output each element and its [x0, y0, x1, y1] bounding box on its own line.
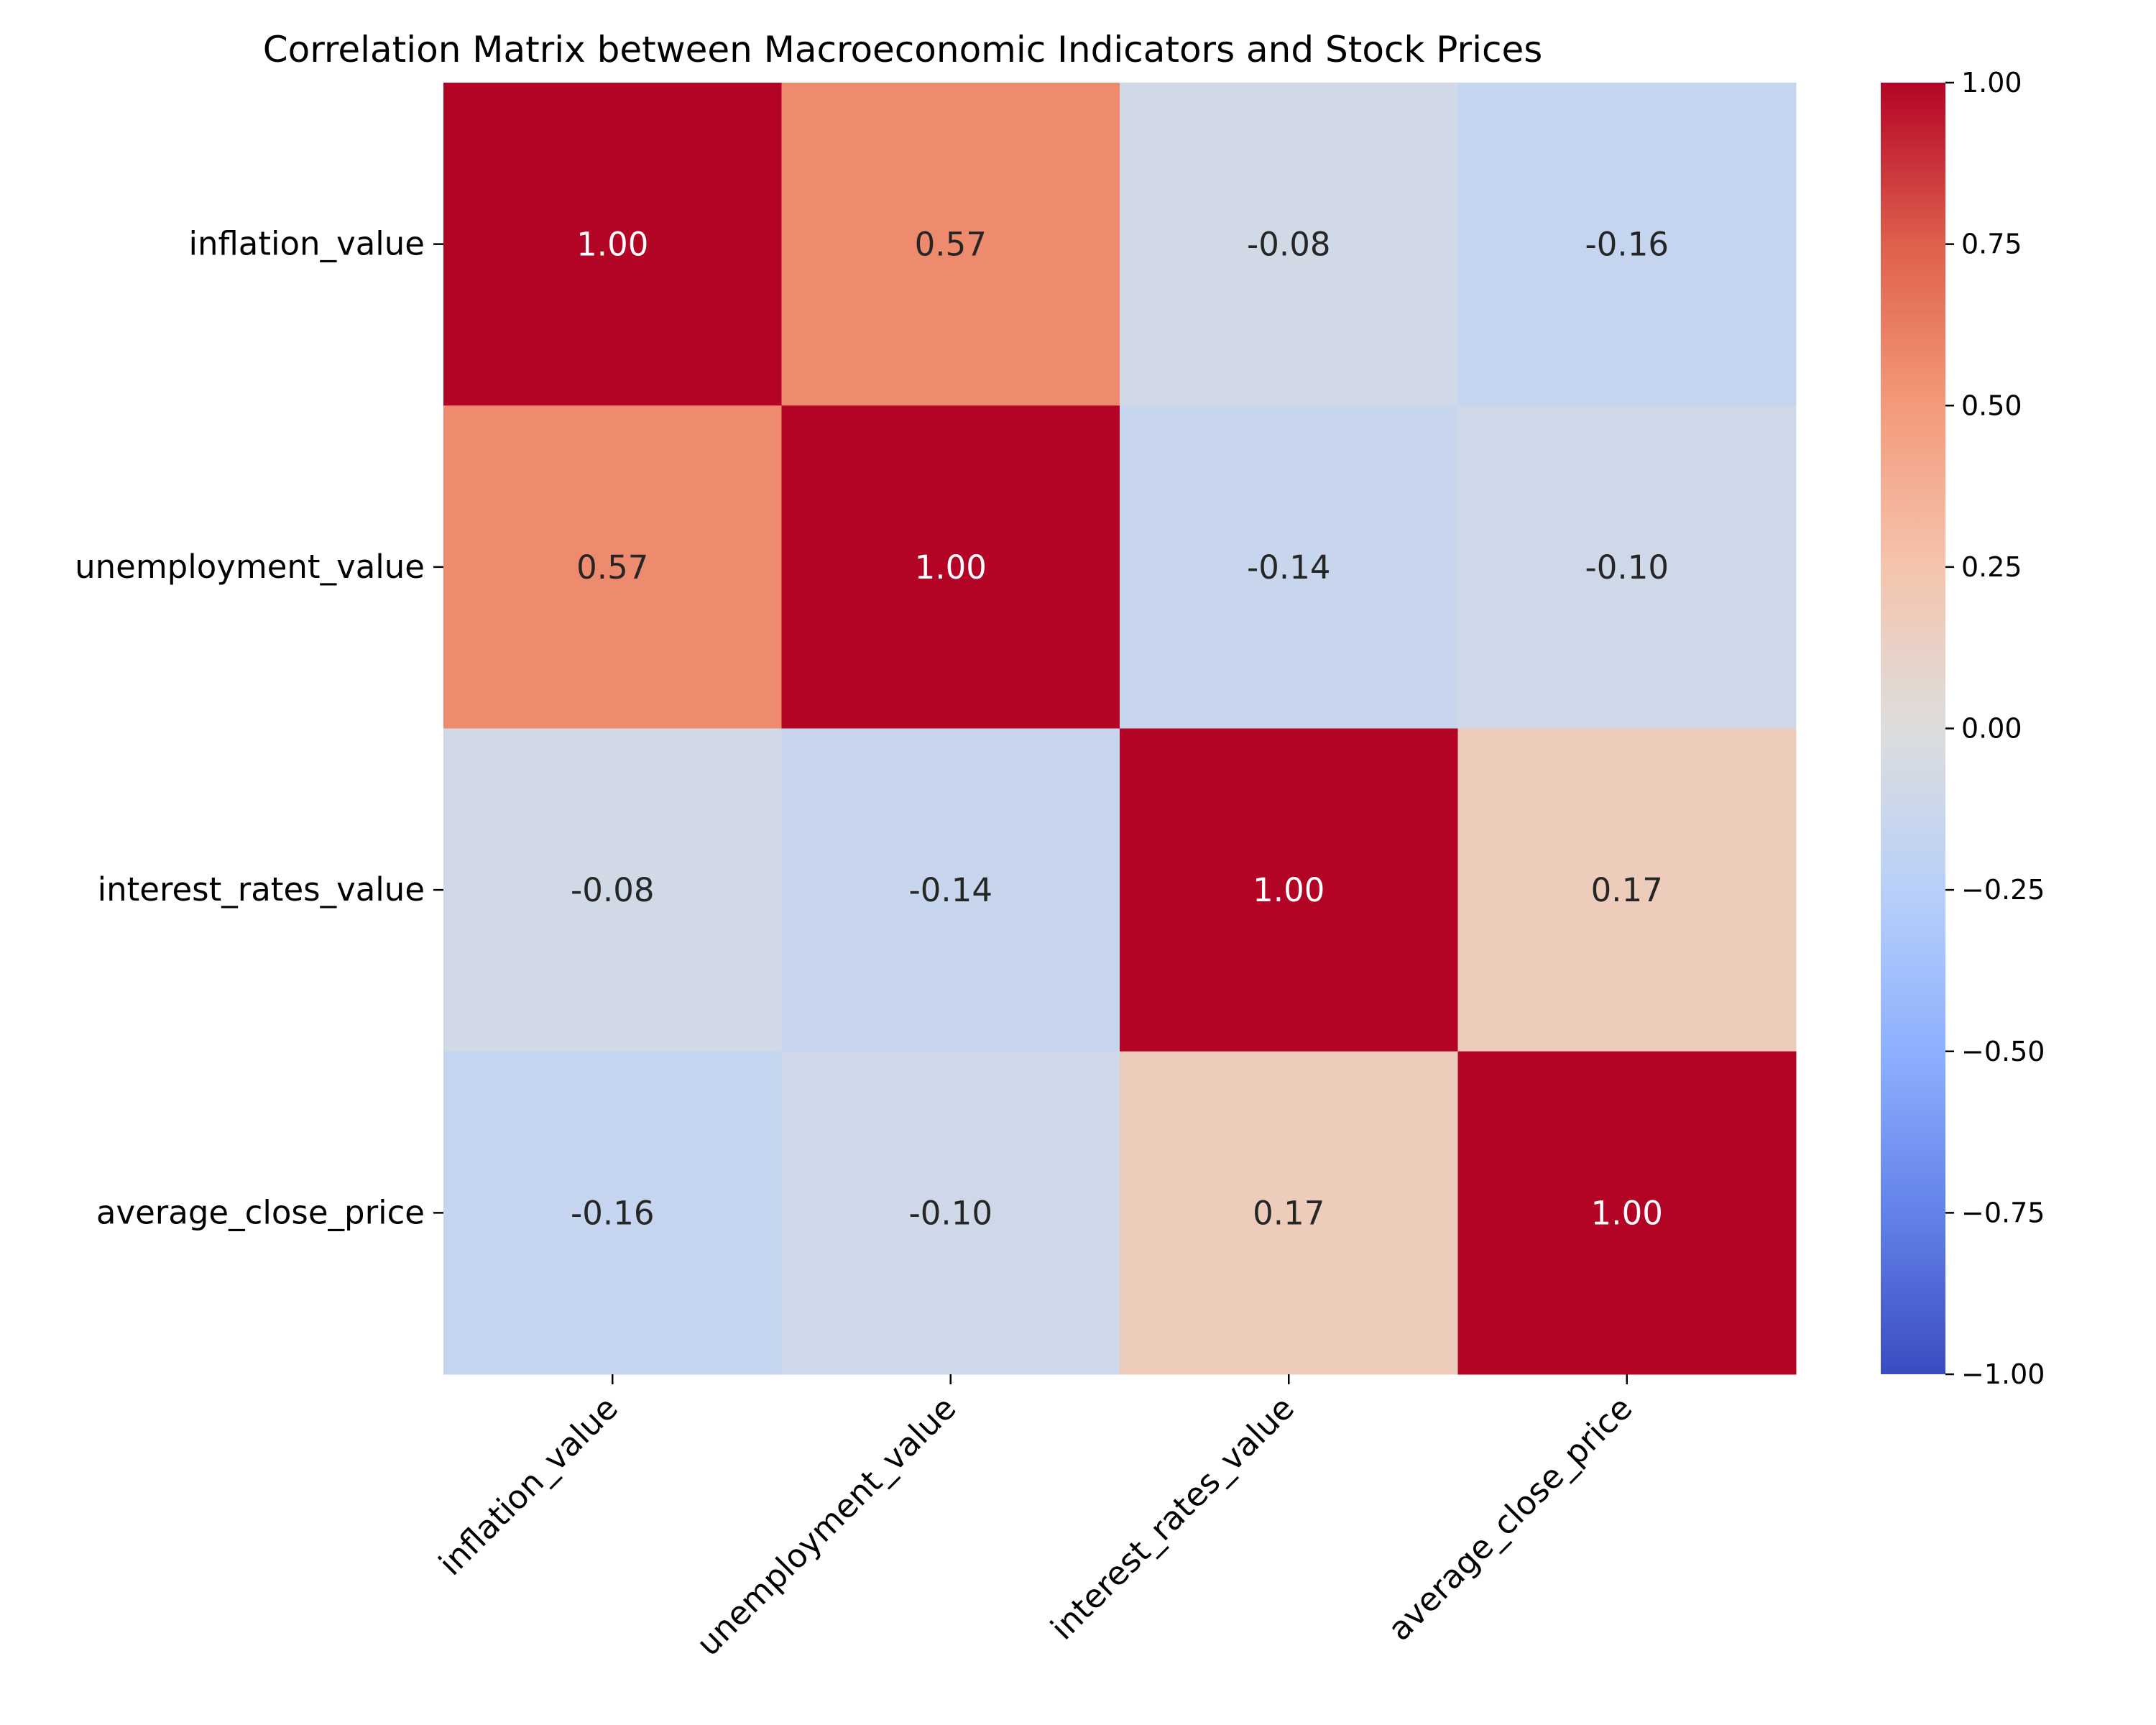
heatmap-cell: [1120, 405, 1458, 729]
colorbar-gradient: [1881, 83, 1945, 1374]
x-tick-label: average_close_price: [1381, 1389, 1640, 1648]
heatmap-cell: [443, 728, 782, 1052]
cell-value-label: 0.57: [576, 548, 648, 586]
cell-value-label: -0.14: [1247, 548, 1330, 586]
cell-value-label: -0.10: [909, 1194, 992, 1232]
cell-value-label: -0.16: [571, 1194, 654, 1232]
cell-value-label: -0.08: [1247, 226, 1330, 264]
colorbar-tick-label: −0.75: [1961, 1197, 2045, 1228]
x-tick-label: interest_rates_value: [1044, 1389, 1302, 1647]
heatmap-cell: [1457, 728, 1797, 1052]
colorbar-tick-label: −0.50: [1961, 1036, 2045, 1067]
heatmap-cell: [443, 405, 782, 729]
colorbar-tick-label: 0.75: [1961, 229, 2022, 260]
heatmap-cell: [1120, 1051, 1458, 1375]
heatmap-cell: [1457, 83, 1797, 406]
cell-value-label: -0.14: [909, 871, 992, 909]
heatmap-cell: [1457, 1051, 1797, 1375]
heatmap-cells: 1.00 0.57 -0.08 -0.16 0.57 1.00 -0.14 -0.10 -0.0…: [443, 83, 1797, 1375]
cell-value-label: 1.00: [1253, 871, 1325, 909]
heatmap-cell: [1457, 405, 1797, 729]
colorbar-tick-label: −0.25: [1961, 874, 2045, 906]
y-tick-label: unemployment_value: [75, 548, 425, 586]
cell-value-label: -0.08: [571, 871, 654, 909]
cell-value-label: 0.17: [1591, 871, 1663, 909]
heatmap-cell: [443, 1051, 782, 1375]
cell-value-label: 0.17: [1253, 1194, 1325, 1232]
heatmap-cell: [443, 83, 782, 406]
cell-value-label: 0.57: [915, 226, 987, 264]
heatmap-cell: [781, 1051, 1120, 1375]
chart-title: Correlation Matrix between Macroeconomic…: [263, 29, 1543, 70]
heatmap-cell: [1120, 83, 1458, 406]
colorbar-tick-label: 0.00: [1961, 713, 2022, 745]
x-axis-labels: inflation_value unemployment_value interes…: [431, 1374, 1640, 1663]
y-tick-label: inflation_value: [188, 225, 425, 263]
cell-value-label: 1.00: [915, 548, 987, 586]
x-tick-label: inflation_value: [431, 1389, 625, 1583]
colorbar-tick-label: 0.25: [1961, 551, 2022, 583]
heatmap-cell: [781, 405, 1120, 729]
x-tick-label: unemployment_value: [689, 1389, 964, 1663]
cell-value-label: 1.00: [576, 226, 648, 264]
colorbar: 1.00 0.75 0.50 0.25 0.00 −0.25 −0.50 −0.75 −1.00: [1881, 67, 2045, 1390]
y-tick-label: interest_rates_value: [98, 870, 425, 908]
cell-value-label: -0.10: [1585, 548, 1669, 586]
cell-value-label: -0.16: [1585, 226, 1669, 264]
colorbar-tick-label: 0.50: [1961, 390, 2022, 421]
y-tick-label: average_close_price: [96, 1193, 425, 1231]
colorbar-tick-label: −1.00: [1961, 1358, 2045, 1390]
colorbar-tick-label: 1.00: [1961, 67, 2022, 98]
heatmap-cell: [1120, 728, 1458, 1052]
heatmap-cell: [781, 83, 1120, 406]
heatmap-cell: [781, 728, 1120, 1052]
y-axis-labels: inflation_value unemployment_valueinteres…: [75, 225, 443, 1231]
cell-value-label: 1.00: [1591, 1194, 1663, 1232]
